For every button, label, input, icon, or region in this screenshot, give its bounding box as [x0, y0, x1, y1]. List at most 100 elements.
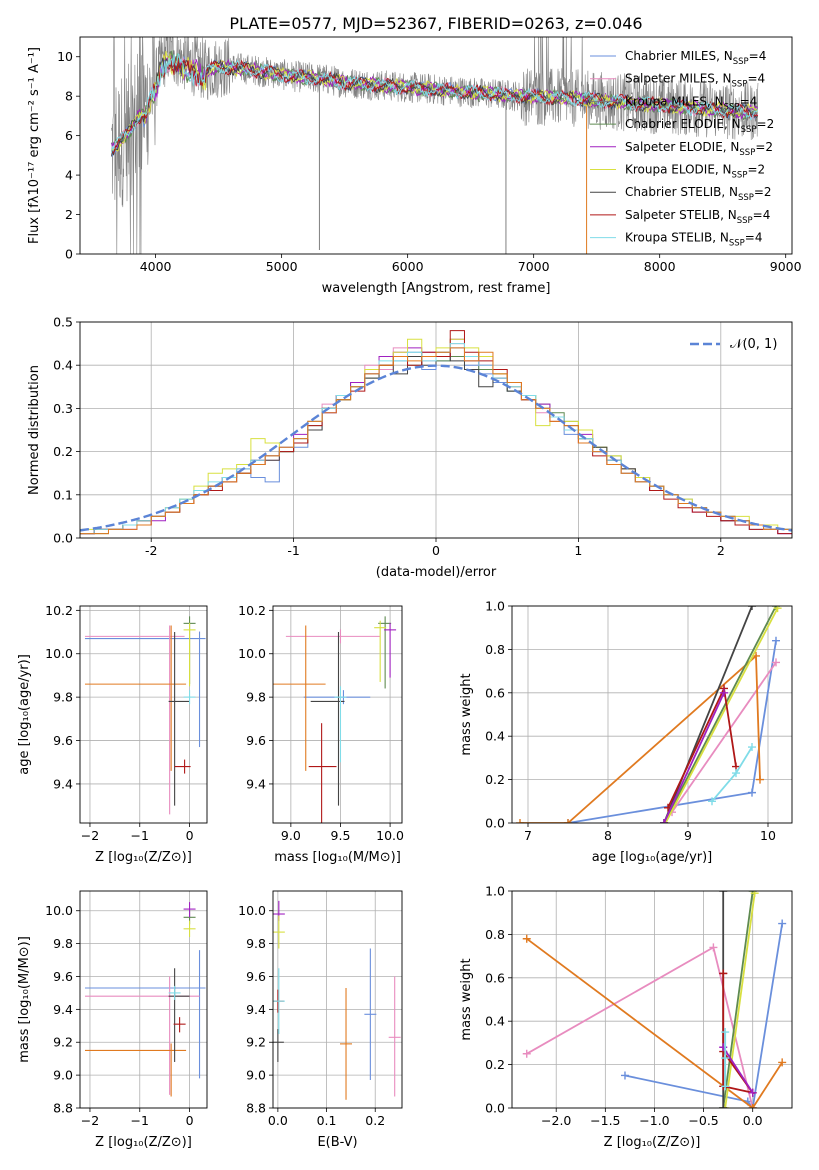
x-tick-label: -2	[145, 543, 157, 558]
x-tick-label: 2	[717, 543, 725, 558]
errorbar-point	[273, 625, 326, 771]
y-tick-label: 0.6	[485, 685, 505, 700]
age_vs_Z-plot	[84, 616, 206, 815]
mass_vs_Z-plot	[84, 902, 206, 1097]
errorbar-point	[84, 631, 206, 748]
x-tick-label: 0.0	[743, 1113, 763, 1128]
errorbar-point	[84, 1043, 187, 1097]
y-tick-label: 0.2	[485, 1057, 505, 1072]
errorbar-point	[310, 632, 345, 806]
y-tick-label: 9.6	[246, 733, 266, 748]
legend-entry: Kroupa STELIB, NSSP=4	[625, 231, 763, 249]
errorbar-point	[168, 632, 190, 806]
weight-marker	[721, 1082, 730, 1091]
legend-entry: Kroupa MILES, NSSP=4	[625, 94, 757, 112]
mass_vs_EBV-plot	[273, 900, 401, 1100]
weight-marker	[732, 769, 740, 778]
weight-marker	[516, 819, 524, 823]
x-tick-label: 6000	[392, 259, 424, 274]
errorbar-point	[183, 920, 196, 938]
errorbar-point	[84, 976, 200, 1095]
errorbar-point	[168, 968, 190, 1062]
axes-frame	[79, 321, 793, 539]
errorbar-point	[340, 987, 353, 1100]
legend-entry: Chabrier ELODIE, NSSP=2	[625, 117, 774, 135]
weight-marker	[748, 1088, 757, 1097]
y-tick-label: 8	[65, 89, 73, 104]
y-tick-label: 0.0	[485, 1101, 505, 1116]
weight-series	[620, 919, 787, 1108]
y-tick-label: 9.6	[53, 733, 73, 748]
errorbar-point	[174, 759, 191, 774]
y-tick-label: 0.2	[485, 772, 505, 787]
y-tick-label: 0.0	[53, 531, 73, 546]
legend-entry: Salpeter MILES, NSSP=4	[625, 72, 765, 90]
x-tick-label: 9.0	[281, 828, 301, 843]
y-tick-label: 0.5	[53, 315, 73, 330]
legend-entry: Salpeter STELIB, NSSP=4	[625, 208, 770, 226]
weight-marker	[721, 1054, 730, 1063]
y-axis-label: age [log₁₀(age/yr)]	[17, 654, 32, 775]
errorbar-point	[273, 968, 285, 1035]
y-tick-label: 0	[65, 247, 73, 262]
weight-marker	[778, 919, 787, 928]
model-fit-line	[111, 56, 759, 157]
weight-series	[708, 743, 756, 806]
y-tick-label: 1.0	[485, 599, 505, 614]
weight-marker	[748, 788, 756, 797]
weight-marker	[721, 1104, 730, 1108]
x-tick-label: 0.2	[365, 1113, 385, 1128]
weight-marker	[772, 636, 780, 645]
y-tick-label: 6	[65, 128, 73, 143]
spectrum-plot	[111, 37, 759, 254]
y-tick-label: 10.0	[45, 903, 73, 918]
residuals-plot	[80, 330, 792, 538]
x-tick-label: −1.0	[639, 1113, 669, 1128]
spectrum-axes: 4000 5000 6000 7000 8000 9000 0 2 4 6 8 10 wavelengt…	[27, 36, 802, 296]
mass_weight_vs_Z-plot	[522, 891, 787, 1108]
y-tick-label: 9.4	[246, 1002, 266, 1017]
x-axis-label: Z [log₁₀(Z/Z⊙)]	[95, 850, 192, 865]
y-tick-label: 10.0	[45, 646, 73, 661]
axes-frame	[272, 605, 403, 824]
errorbar-point	[173, 1017, 186, 1033]
y-axis-label: mass weight	[459, 958, 474, 1040]
mass_vs_EBV-axes: 0.0 0.1 0.2 8.8 9.0 9.2 9.4 9.6 9.8 10.0 E(B-V)	[238, 890, 403, 1150]
y-tick-label: 9.2	[246, 1035, 266, 1050]
x-tick-label: 8000	[644, 259, 676, 274]
x-tick-label: −2.0	[541, 1113, 571, 1128]
weight-marker	[660, 819, 668, 823]
spectrum-legend: Chabrier MILES, NSSP=4 Salpeter MILES, NS…	[590, 49, 774, 249]
figure-title: PLATE=0577, MJD=52367, FIBERID=0263, z=0…	[229, 14, 642, 33]
weight-marker	[772, 658, 780, 667]
x-tick-label: 7	[524, 828, 532, 843]
y-tick-label: 0.0	[485, 816, 505, 831]
errorbar-point	[285, 629, 381, 644]
weight-marker	[721, 1028, 730, 1037]
y-tick-label: 9.8	[246, 936, 266, 951]
y-tick-label: 0.3	[53, 401, 73, 416]
errorbar-point	[364, 948, 377, 1081]
x-tick-label: 0	[432, 543, 440, 558]
x-axis-label: mass [log₁₀(M/M⊙)]	[274, 850, 401, 865]
y-tick-label: 0.4	[485, 1014, 505, 1029]
errorbar-point	[334, 686, 347, 763]
weight-marker	[522, 934, 531, 943]
weight-marker	[778, 1058, 787, 1067]
y-tick-label: 9.0	[246, 1068, 266, 1083]
weight-series	[522, 934, 787, 1108]
weight-series	[660, 688, 728, 823]
x-tick-label: 0	[186, 1113, 194, 1128]
weight-series	[516, 651, 764, 823]
x-axis-label: Z [log₁₀(Z/Z⊙)]	[95, 1135, 192, 1150]
errorbar-point	[84, 950, 206, 1079]
y-tick-label: 8.8	[53, 1101, 73, 1116]
mass_weight_vs_Z-axes: −2.0 −1.5 −1.0 −0.5 0.0 0.0 0.2 0.4 0.6 0.8 1.0 Z […	[459, 884, 793, 1150]
x-tick-label: −0.5	[688, 1113, 718, 1128]
y-tick-label: 9.6	[246, 969, 266, 984]
y-tick-label: 0.8	[485, 642, 505, 657]
y-axis-label: mass weight	[459, 673, 474, 755]
errorbar-point	[384, 622, 397, 678]
weight-marker	[748, 1104, 757, 1108]
